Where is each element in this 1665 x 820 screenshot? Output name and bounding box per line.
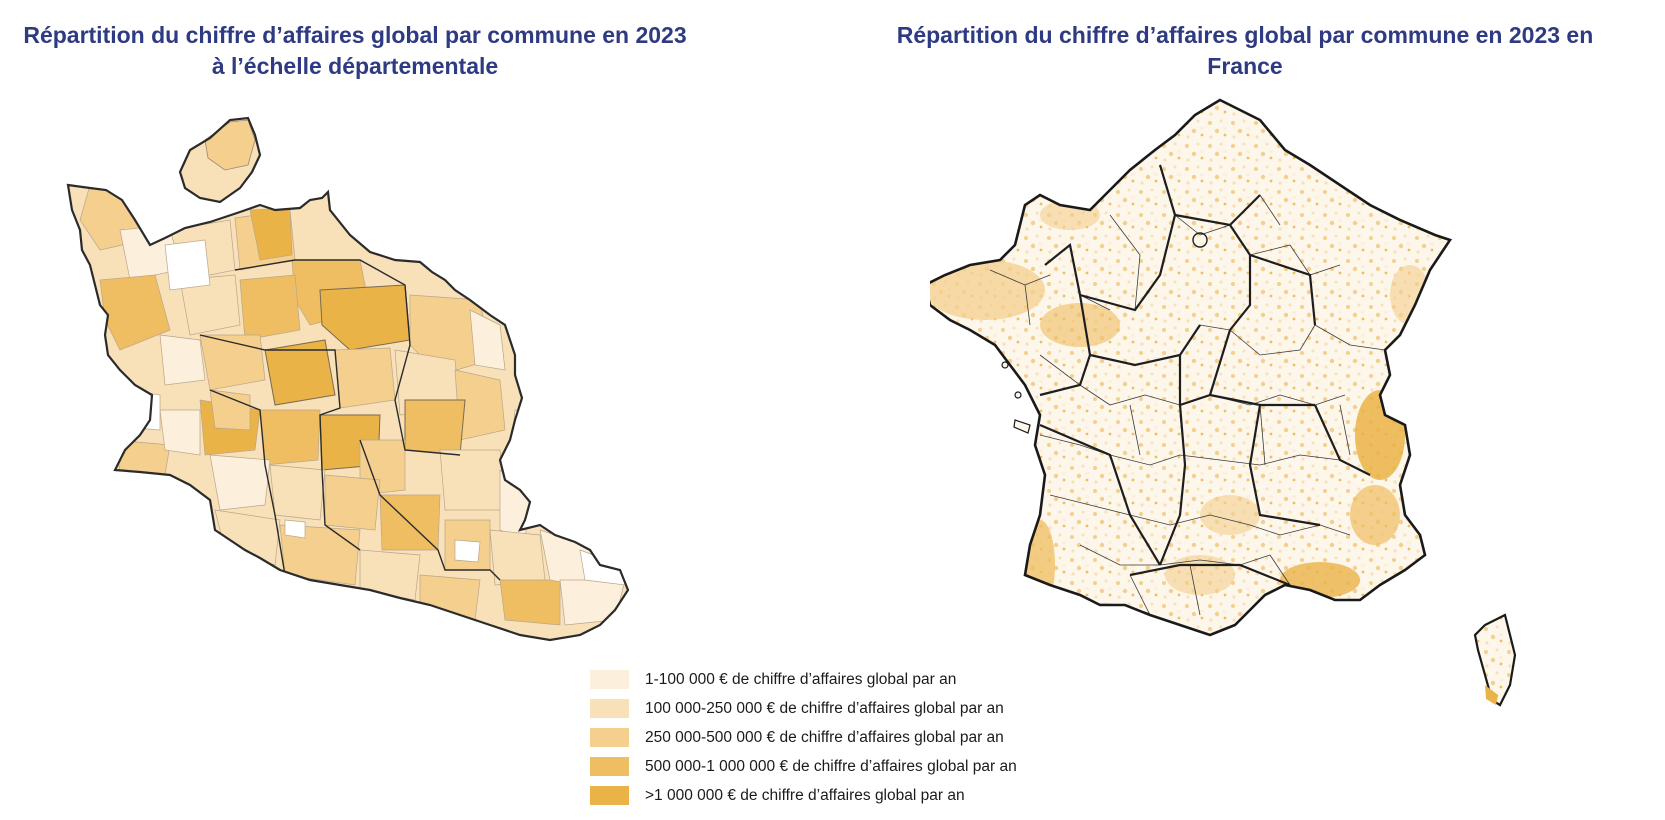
legend-swatch xyxy=(590,670,629,689)
commune xyxy=(209,389,251,431)
legend-item: 100 000-250 000 € de chiffre d’affaires … xyxy=(590,694,1017,723)
france-choropleth-map xyxy=(930,98,1517,707)
commune xyxy=(199,334,266,391)
legend-label: >1 000 000 € de chiffre d’affaires globa… xyxy=(645,786,965,804)
commune xyxy=(404,399,466,456)
commune xyxy=(269,464,326,521)
legend-label: 250 000-500 000 € de chiffre d’affaires … xyxy=(645,728,1004,746)
canton-boundary xyxy=(359,439,501,581)
commune xyxy=(279,524,361,586)
region-boundaries xyxy=(1039,164,1371,587)
commune xyxy=(334,347,396,409)
legend-label: 500 000-1 000 000 € de chiffre d’affaire… xyxy=(645,757,1017,775)
dense-area-alpes xyxy=(1355,390,1405,480)
commune xyxy=(499,579,561,626)
canton-boundary xyxy=(209,389,286,576)
legend-item: 250 000-500 000 € de chiffre d’affaires … xyxy=(590,723,1017,752)
legend-swatch xyxy=(590,786,629,805)
commune xyxy=(319,284,411,351)
dense-area-massif xyxy=(1200,495,1260,535)
commune xyxy=(324,474,381,531)
legend-swatch xyxy=(590,699,629,718)
commune xyxy=(239,274,301,341)
legend-label: 100 000-250 000 € de chiffre d’affaires … xyxy=(645,699,1004,717)
commune xyxy=(179,274,241,336)
island xyxy=(1001,361,1009,369)
island xyxy=(1014,391,1022,399)
france-boundary xyxy=(930,98,1453,637)
canton-boundary xyxy=(234,259,461,456)
paris-area xyxy=(1192,232,1208,248)
dense-area-bretagne xyxy=(930,260,1045,320)
dense-area-occitanie xyxy=(1165,555,1235,595)
canton-boundary xyxy=(199,334,361,551)
commune xyxy=(209,454,271,511)
departement-choropleth-map xyxy=(66,116,630,642)
commune xyxy=(284,519,306,539)
dense-area-pyrenees xyxy=(1080,603,1130,627)
dense-area-atlantique xyxy=(1025,520,1055,610)
corse-island xyxy=(1473,613,1517,707)
legend-item: 1-100 000 € de chiffre d’affaires global… xyxy=(590,665,1017,694)
dense-area-loire xyxy=(1040,303,1120,347)
departement-boundary xyxy=(66,183,630,642)
commune xyxy=(579,549,626,586)
legend-swatch xyxy=(590,728,629,747)
legend-item: >1 000 000 € de chiffre d’affaires globa… xyxy=(590,781,1017,810)
legend-swatch xyxy=(590,757,629,776)
commune xyxy=(559,579,626,626)
island xyxy=(1013,419,1031,434)
commune xyxy=(159,334,206,386)
commune xyxy=(469,309,506,371)
legend-item: 500 000-1 000 000 € de chiffre d’affaire… xyxy=(590,752,1017,781)
commune xyxy=(359,549,421,601)
commune xyxy=(259,409,321,466)
commune xyxy=(454,539,481,563)
dense-area-normandie xyxy=(1040,200,1100,230)
legend-label: 1-100 000 € de chiffre d’affaires global… xyxy=(645,670,957,688)
france-map-title: Répartition du chiffre d’affaires global… xyxy=(896,22,1594,79)
commune xyxy=(419,574,481,621)
legend: 1-100 000 € de chiffre d’affaires global… xyxy=(590,665,1017,810)
enclave-boundary xyxy=(178,116,262,204)
commune xyxy=(129,389,161,431)
departement-map-title: Répartition du chiffre d’affaires global… xyxy=(23,22,687,79)
commune xyxy=(164,239,211,291)
commune xyxy=(159,409,201,456)
corse-dense xyxy=(1485,685,1498,705)
dense-area-alpes-sud xyxy=(1350,485,1400,545)
commune xyxy=(439,449,506,511)
commune xyxy=(264,339,336,406)
commune xyxy=(489,529,546,586)
